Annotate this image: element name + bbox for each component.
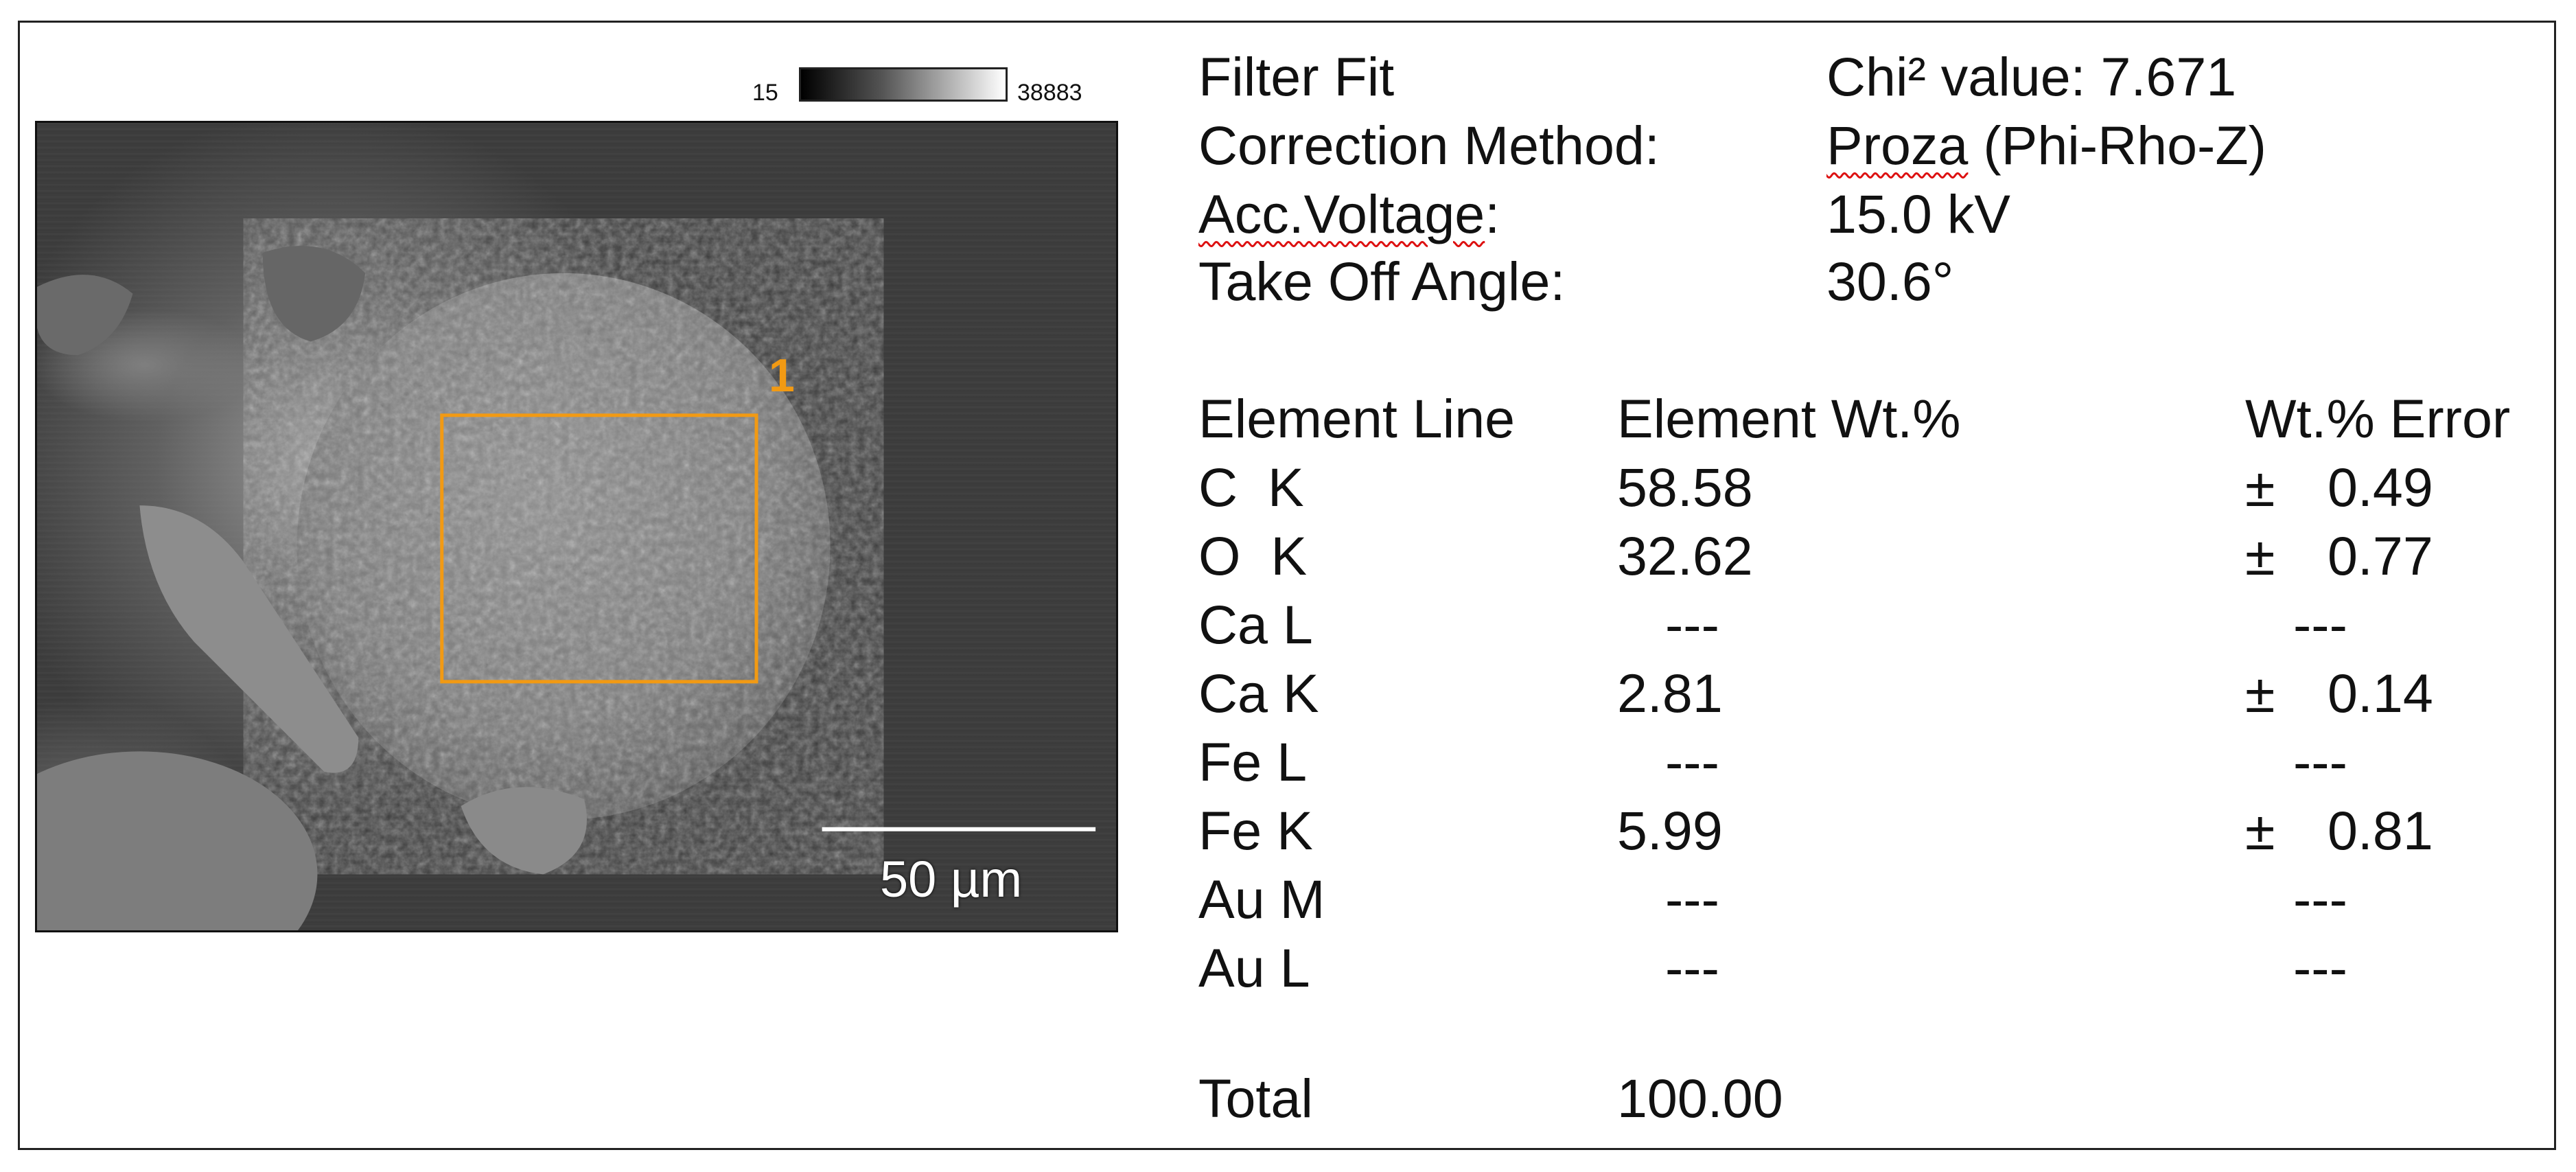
take-off-angle-value: 30.6° — [1826, 251, 1954, 312]
element-line: O K — [1198, 525, 1308, 586]
acc-voltage-value: 15.0 kV — [1826, 183, 2010, 244]
total-value: 100.00 — [1617, 1068, 1783, 1129]
element-line: Fe L — [1198, 731, 1308, 792]
wt-error: --- — [2293, 594, 2347, 655]
wt-error: 0.14 — [2328, 663, 2433, 724]
acc-voltage-label: Acc.Voltage: — [1198, 187, 1500, 241]
plus-minus: ± — [2245, 800, 2275, 861]
element-wt: 2.81 — [1617, 663, 1723, 724]
rod-particle — [139, 505, 359, 773]
correction-method-label: Correction Method: — [1198, 115, 1660, 176]
analysis-region-box — [440, 413, 758, 684]
chi-value: Chi² value: 7.671 — [1826, 46, 2237, 107]
column-header-element-line: Element Line — [1198, 388, 1516, 449]
element-line: C K — [1198, 457, 1304, 518]
correction-method-name: Proza — [1826, 115, 1969, 176]
acc-voltage-colon: : — [1485, 183, 1500, 244]
wt-error: --- — [2293, 937, 2347, 998]
bottom-particle — [37, 751, 318, 930]
element-wt: 32.62 — [1617, 525, 1753, 586]
sem-micrograph — [35, 121, 1118, 932]
grayscale-gradient-bar — [799, 67, 1008, 102]
debris-cluster — [37, 275, 133, 356]
plus-minus: ± — [2245, 663, 2275, 724]
acc-voltage-word: Acc.Voltage — [1198, 183, 1485, 244]
wt-error: --- — [2293, 731, 2347, 792]
wt-error: 0.49 — [2328, 457, 2433, 518]
wt-error: 0.81 — [2328, 800, 2433, 861]
element-line: Ca K — [1198, 663, 1319, 724]
filter-fit-label: Filter Fit — [1198, 46, 1395, 107]
element-wt: --- — [1665, 594, 1719, 655]
column-header-element-wt: Element Wt.% — [1617, 388, 1961, 449]
total-label: Total — [1198, 1068, 1313, 1129]
debris-cluster-3 — [461, 787, 587, 875]
region-number-label: 1 — [769, 349, 795, 402]
column-header-wt-error: Wt.% Error — [2245, 388, 2511, 449]
take-off-angle-label: Take Off Angle: — [1198, 251, 1566, 312]
micrograph-illustration — [37, 246, 1096, 930]
element-wt: --- — [1665, 731, 1719, 792]
wt-error: 0.77 — [2328, 525, 2433, 586]
gradient-max-label: 38883 — [1017, 80, 1082, 106]
element-wt: --- — [1665, 937, 1719, 998]
element-wt: --- — [1665, 869, 1719, 930]
element-line: Ca L — [1198, 594, 1313, 655]
element-line: Fe K — [1198, 800, 1313, 861]
scale-bar-label: 50 µm — [880, 851, 1023, 908]
plus-minus: ± — [2245, 525, 2275, 586]
particle-texture — [297, 273, 831, 820]
document-frame — [18, 21, 2556, 1150]
correction-method-detail: (Phi-Rho-Z) — [1968, 115, 2266, 176]
element-wt: 58.58 — [1617, 457, 1753, 518]
element-line: Au L — [1198, 937, 1310, 998]
element-wt: 5.99 — [1617, 800, 1723, 861]
correction-method-value: Proza (Phi-Rho-Z) — [1826, 118, 2266, 172]
gradient-min-label: 15 — [752, 80, 778, 106]
wt-error: --- — [2293, 869, 2347, 930]
element-line: Au M — [1198, 869, 1325, 930]
plus-minus: ± — [2245, 457, 2275, 518]
debris-cluster-2 — [262, 246, 366, 342]
